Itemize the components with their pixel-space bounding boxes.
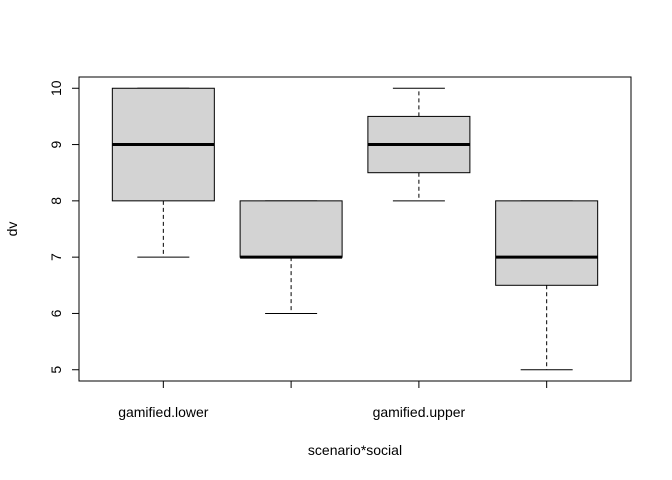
y-tick-label: 10 [48,80,64,96]
y-tick-label: 7 [48,253,64,261]
y-tick-label: 6 [48,309,64,317]
y-tick-label: 5 [48,366,64,374]
box-group-3 [367,87,471,202]
boxes-layer [111,87,599,371]
box-iqr [239,200,343,258]
x-tick-label: gamified.upper [373,404,466,420]
box-iqr [495,200,599,286]
box-group-4 [495,200,599,371]
box-group-2 [239,200,343,314]
y-axis: 5 6 7 8 9 10 [48,80,80,374]
y-axis-label: dv [4,222,20,237]
x-tick-label: gamified.lower [118,404,209,420]
box-group-1 [111,87,215,258]
x-axis: gamified.lower gamified.upper [118,380,548,420]
y-tick-label: 8 [48,197,64,205]
x-axis-label: scenario*social [308,442,402,458]
y-tick-label: 9 [48,140,64,148]
